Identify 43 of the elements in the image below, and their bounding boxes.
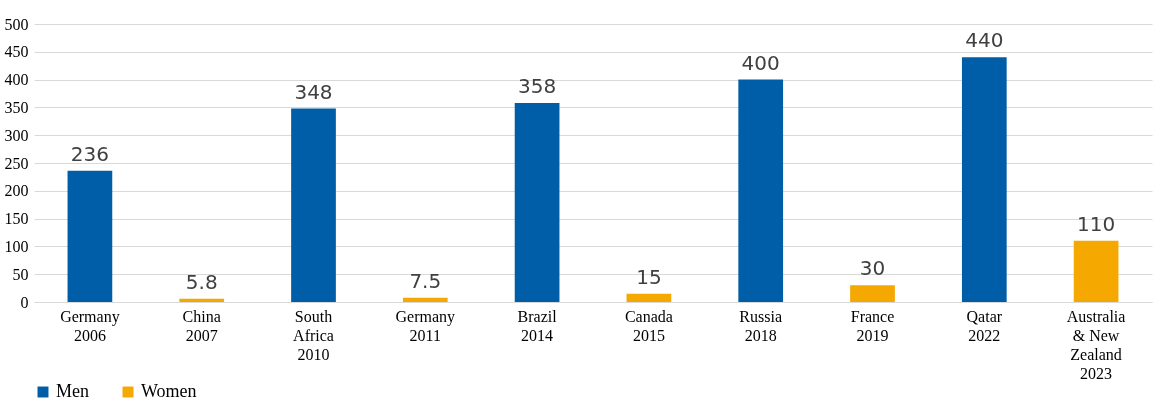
bar [179,298,225,302]
x-tick-label: Russia 2018 [739,307,783,344]
bar [738,79,784,302]
bar [961,57,1007,302]
legend-label: Women [141,381,197,401]
legend-label: Men [56,381,89,401]
y-tick-label: 350 [4,98,29,116]
bar [402,297,448,302]
data-label: 400 [741,50,780,75]
data-label: 440 [965,28,1004,53]
x-tick-label: Canada 2015 [624,307,673,344]
bar [291,108,336,302]
bar [67,170,113,302]
y-tick-label: 500 [4,15,29,33]
y-tick-label: 150 [4,210,29,228]
x-tick-label: Germany 2006 [60,307,120,344]
data-label: 5.8 [185,269,218,294]
data-label: 348 [294,79,333,104]
x-tick-label: South Africa 2010 [293,307,334,363]
y-tick-label: 300 [4,126,29,144]
data-label: 15 [636,264,662,289]
bar [1073,240,1119,302]
data-label: 110 [1077,211,1116,236]
y-tick-label: 200 [4,182,29,200]
data-label: 30 [859,256,886,281]
y-tick-label: 250 [4,154,29,172]
y-tick-label: 450 [4,43,29,61]
bar [850,285,895,302]
y-tick-label: 400 [4,71,29,89]
data-label: 7.5 [409,268,442,293]
data-label: 236 [70,141,109,166]
x-tick-label: Germany 2011 [395,307,456,344]
y-tick-label: 50 [12,265,29,283]
x-tick-label: Australia & New Zealand 2023 [1066,307,1126,382]
x-tick-label: France 2019 [850,307,895,344]
data-label: 358 [518,73,557,98]
x-tick-label: Brazil 2014 [517,307,558,344]
bar [626,293,672,302]
bar [514,102,560,302]
x-tick-label: China 2007 [182,307,221,344]
x-tick-label: Qatar 2022 [966,307,1003,344]
y-tick-label: 0 [20,293,29,311]
y-tick-label: 100 [4,237,29,255]
